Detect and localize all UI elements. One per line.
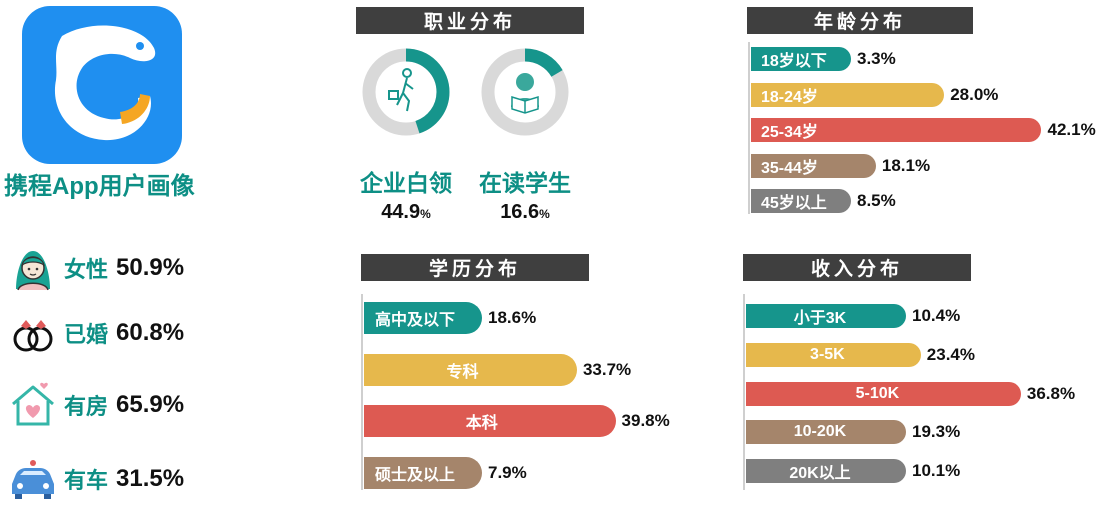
occupation-title: 职业分布: [356, 7, 584, 34]
bar-category-label: 20K以上: [789, 465, 851, 483]
bar-income-chart-0: 小于3K: [746, 304, 906, 328]
stat-label: 有车: [64, 468, 109, 493]
bar-category-label: 小于3K: [793, 310, 847, 327]
bar-income-chart-4: 20K以上: [746, 459, 906, 484]
donut-slice-white-collar: [362, 48, 450, 136]
bar-income-chart-3: 10-20K: [746, 420, 906, 445]
age-axis: [748, 42, 750, 214]
bar-age-chart-4: 45岁以上: [751, 189, 851, 213]
bar-category-label: 25-34岁: [761, 124, 818, 141]
income-title: 收入分布: [743, 254, 971, 281]
stat-car: 有车 31.5%: [8, 454, 184, 504]
bar-value-label: 3.3%: [857, 49, 896, 68]
occupation-unit: %: [539, 207, 550, 221]
bar-edu-chart-2: 本科: [364, 405, 616, 437]
occupation-unit: %: [420, 207, 431, 221]
bar-value-label: 18.1%: [881, 155, 931, 175]
bar-category-label: 45岁以上: [761, 195, 827, 212]
bar-age-chart-3: 35-44岁: [751, 153, 876, 178]
stat-label: 已婚: [64, 322, 109, 347]
bar-value-label: 39.8%: [621, 411, 670, 430]
occupation-number: 44.9: [381, 201, 421, 223]
bar-category-label: 本科: [465, 415, 498, 432]
bar-category-label: 专科: [446, 363, 479, 381]
stat-label: 有房: [64, 394, 109, 419]
bar-edu-chart-0: 高中及以下: [364, 302, 482, 334]
stat-value: 65.9%: [116, 391, 185, 418]
office-worker-icon: [388, 68, 414, 112]
dolphin-logo-icon: [54, 25, 156, 141]
bar-category-label: 高中及以下: [374, 312, 455, 329]
bar-category-label: 5-10K: [855, 384, 900, 402]
rings-icon: [13, 320, 53, 352]
bar-category-label: 18岁以下: [761, 53, 827, 70]
bar-income-chart-2: 5-10K: [746, 381, 1021, 406]
stat-female: 女性 50.9%: [8, 243, 184, 293]
bar-value-label: 33.7%: [582, 359, 632, 379]
occupation-label: 在读学生: [479, 170, 571, 196]
stat-value: 50.9%: [116, 254, 185, 281]
bar-edu-chart-3: 硕士及以上: [364, 456, 482, 489]
occupation-value: 16.6%: [475, 201, 575, 224]
bar-category-label: 3-5K: [810, 345, 845, 363]
donut-white-collar: [362, 48, 450, 136]
stat-value: 60.8%: [116, 319, 185, 346]
bar-value-label: 28.0%: [950, 84, 999, 104]
bar-category-label: 18-24岁: [761, 88, 818, 106]
age-title: 年龄分布: [747, 7, 973, 34]
house-icon: [12, 382, 54, 426]
bar-value-label: 42.1%: [1047, 120, 1096, 139]
donut-student: [481, 48, 569, 136]
stat-house: 有房 65.9%: [8, 380, 184, 430]
bar-income-chart-1: 3-5K: [746, 342, 921, 367]
bar-edu-chart-1: 专科: [364, 353, 577, 386]
bar-value-label: 19.3%: [912, 422, 961, 442]
bar-value-label: 36.8%: [1026, 383, 1076, 403]
education-title: 学历分布: [361, 254, 589, 281]
occupation-number: 16.6: [500, 201, 540, 223]
app-title: 携程App用户画像: [4, 173, 195, 200]
bar-category-label: 10-20K: [793, 423, 847, 441]
bar-age-chart-2: 25-34岁: [751, 118, 1042, 142]
woman-icon: [16, 251, 50, 291]
bar-value-label: 23.4%: [926, 344, 975, 364]
bar-value-label: 7.9%: [488, 462, 527, 482]
bar-value-label: 10.1%: [912, 461, 961, 481]
stat-value: 31.5%: [116, 465, 185, 492]
stat-married: 已婚 60.8%: [8, 308, 184, 358]
bar-category-label: 35-44岁: [761, 159, 818, 177]
donut-slice-student: [481, 48, 569, 136]
occupation-label: 企业白领: [360, 170, 452, 196]
bar-age-chart-0: 18岁以下: [751, 47, 851, 71]
bar-category-label: 硕士及以上: [374, 466, 455, 484]
occupation-value: 44.9%: [356, 201, 456, 224]
car-icon: [12, 460, 54, 499]
income-axis: [743, 294, 745, 490]
bar-age-chart-1: 18-24岁: [751, 82, 945, 107]
bar-value-label: 8.5%: [857, 191, 896, 210]
student-reading-icon: [511, 73, 539, 114]
stat-label: 女性: [64, 257, 109, 282]
bar-value-label: 18.6%: [488, 308, 537, 327]
education-axis: [361, 294, 363, 490]
app-logo: [22, 6, 182, 164]
bar-value-label: 10.4%: [912, 306, 961, 325]
